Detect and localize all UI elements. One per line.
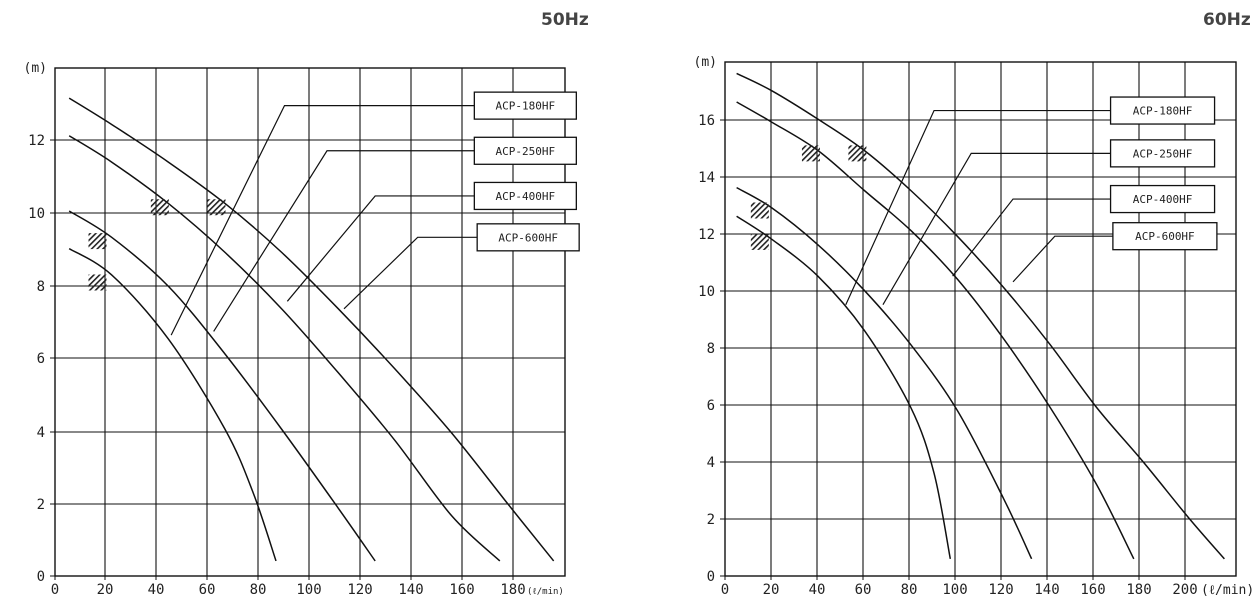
leader-line <box>882 152 1111 306</box>
series-label: ACP-180HF <box>496 100 556 113</box>
curve-acp-180hf <box>736 72 1225 560</box>
leader-line <box>343 236 478 310</box>
x-tick-label: 120 <box>988 582 1013 598</box>
hatch-mark <box>750 202 769 219</box>
y-tick-label: 4 <box>707 455 715 471</box>
chart-50hz-title: 50Hz <box>541 10 589 30</box>
x-tick-label: 100 <box>942 582 967 598</box>
x-tick-label: 60 <box>855 582 872 598</box>
x-tick-label: 160 <box>449 582 474 598</box>
x-tick-label: 80 <box>250 582 267 598</box>
x-axis-unit: (ℓ/min) <box>527 587 564 597</box>
series-label-box <box>1112 222 1218 251</box>
leader-line <box>170 105 475 336</box>
series-label-box <box>473 91 577 120</box>
series-label: ACP-600HF <box>1135 230 1195 243</box>
x-tick-label: 160 <box>1080 582 1105 598</box>
x-tick-label: 0 <box>51 582 59 598</box>
y-tick-label: 10 <box>698 284 715 300</box>
curve-acp-600hf <box>68 247 277 562</box>
plot-frame <box>54 67 566 577</box>
series-label: ACP-600HF <box>498 231 558 244</box>
y-tick-label: 12 <box>28 133 45 149</box>
hatch-mark <box>207 199 226 216</box>
y-tick-label: 4 <box>37 425 45 441</box>
series-label-box <box>1109 184 1216 214</box>
x-tick-label: 40 <box>148 582 165 598</box>
x-tick-label: 120 <box>347 582 372 598</box>
plot-frame <box>724 61 1237 577</box>
leader-line <box>1012 235 1113 283</box>
y-axis-unit: (m) <box>24 61 47 76</box>
x-tick-label: 200 <box>1172 582 1197 598</box>
x-tick-label: 100 <box>296 582 321 598</box>
series-label: ACP-400HF <box>496 190 556 203</box>
y-tick-label: 10 <box>28 206 45 222</box>
y-tick-label: 16 <box>698 113 715 129</box>
y-tick-label: 2 <box>37 497 45 513</box>
series-label-box <box>473 136 577 165</box>
series-label: ACP-400HF <box>1133 193 1193 206</box>
x-tick-label: 60 <box>199 582 216 598</box>
x-tick-label: 20 <box>763 582 780 598</box>
series-label-box <box>1109 139 1216 168</box>
series-label: ACP-250HF <box>1133 147 1193 160</box>
curve-acp-180hf <box>68 97 555 562</box>
series-label: ACP-180HF <box>1133 105 1193 118</box>
y-tick-label: 14 <box>698 170 715 186</box>
y-tick-label: 8 <box>37 279 45 295</box>
leader-line <box>286 195 475 302</box>
leader-line <box>952 198 1111 277</box>
hatch-mark <box>88 274 107 291</box>
x-tick-label: 180 <box>1126 582 1151 598</box>
y-tick-label: 2 <box>707 512 715 528</box>
x-tick-label: 140 <box>1034 582 1059 598</box>
x-tick-label: 40 <box>809 582 826 598</box>
curve-acp-250hf <box>68 135 501 562</box>
series-label: ACP-250HF <box>496 145 556 158</box>
leader-line <box>845 109 1111 305</box>
x-tick-label: 0 <box>721 582 729 598</box>
chart-1: 0 20 40 60 80 100 120 140 160 180 200 0 2 4 6 8 10 12 14 16… <box>694 55 1253 598</box>
curve-acp-600hf <box>736 215 952 560</box>
x-tick-label: 20 <box>97 582 114 598</box>
y-tick-label: 6 <box>37 351 45 367</box>
y-tick-label: 8 <box>707 341 715 357</box>
chart-0: 0 20 40 60 80 100 120 140 160 180 0 2 4 6 8 10 12 (m) (ℓ/m… <box>24 61 580 598</box>
hatch-mark <box>150 199 169 216</box>
series-label-box <box>1109 96 1216 125</box>
hatch-mark <box>88 233 107 250</box>
x-axis-unit: (ℓ/min) <box>1201 583 1253 598</box>
hatch-mark <box>848 145 867 162</box>
series-label-box <box>473 181 577 211</box>
y-tick-label: 0 <box>37 569 45 585</box>
x-tick-label: 180 <box>500 582 525 598</box>
y-tick-label: 12 <box>698 227 715 243</box>
x-tick-label: 80 <box>901 582 918 598</box>
series-label-box <box>476 223 580 252</box>
hatch-mark <box>750 233 769 250</box>
y-tick-label: 0 <box>707 569 715 585</box>
hatch-mark <box>801 145 820 162</box>
x-tick-label: 140 <box>398 582 423 598</box>
chart-60hz-title: 60Hz <box>1203 10 1251 30</box>
leader-line <box>213 150 475 332</box>
curve-acp-400hf <box>68 210 376 562</box>
curve-acp-250hf <box>736 101 1135 560</box>
curve-acp-400hf <box>736 186 1033 560</box>
y-axis-unit: (m) <box>694 55 717 70</box>
y-tick-label: 6 <box>707 398 715 414</box>
